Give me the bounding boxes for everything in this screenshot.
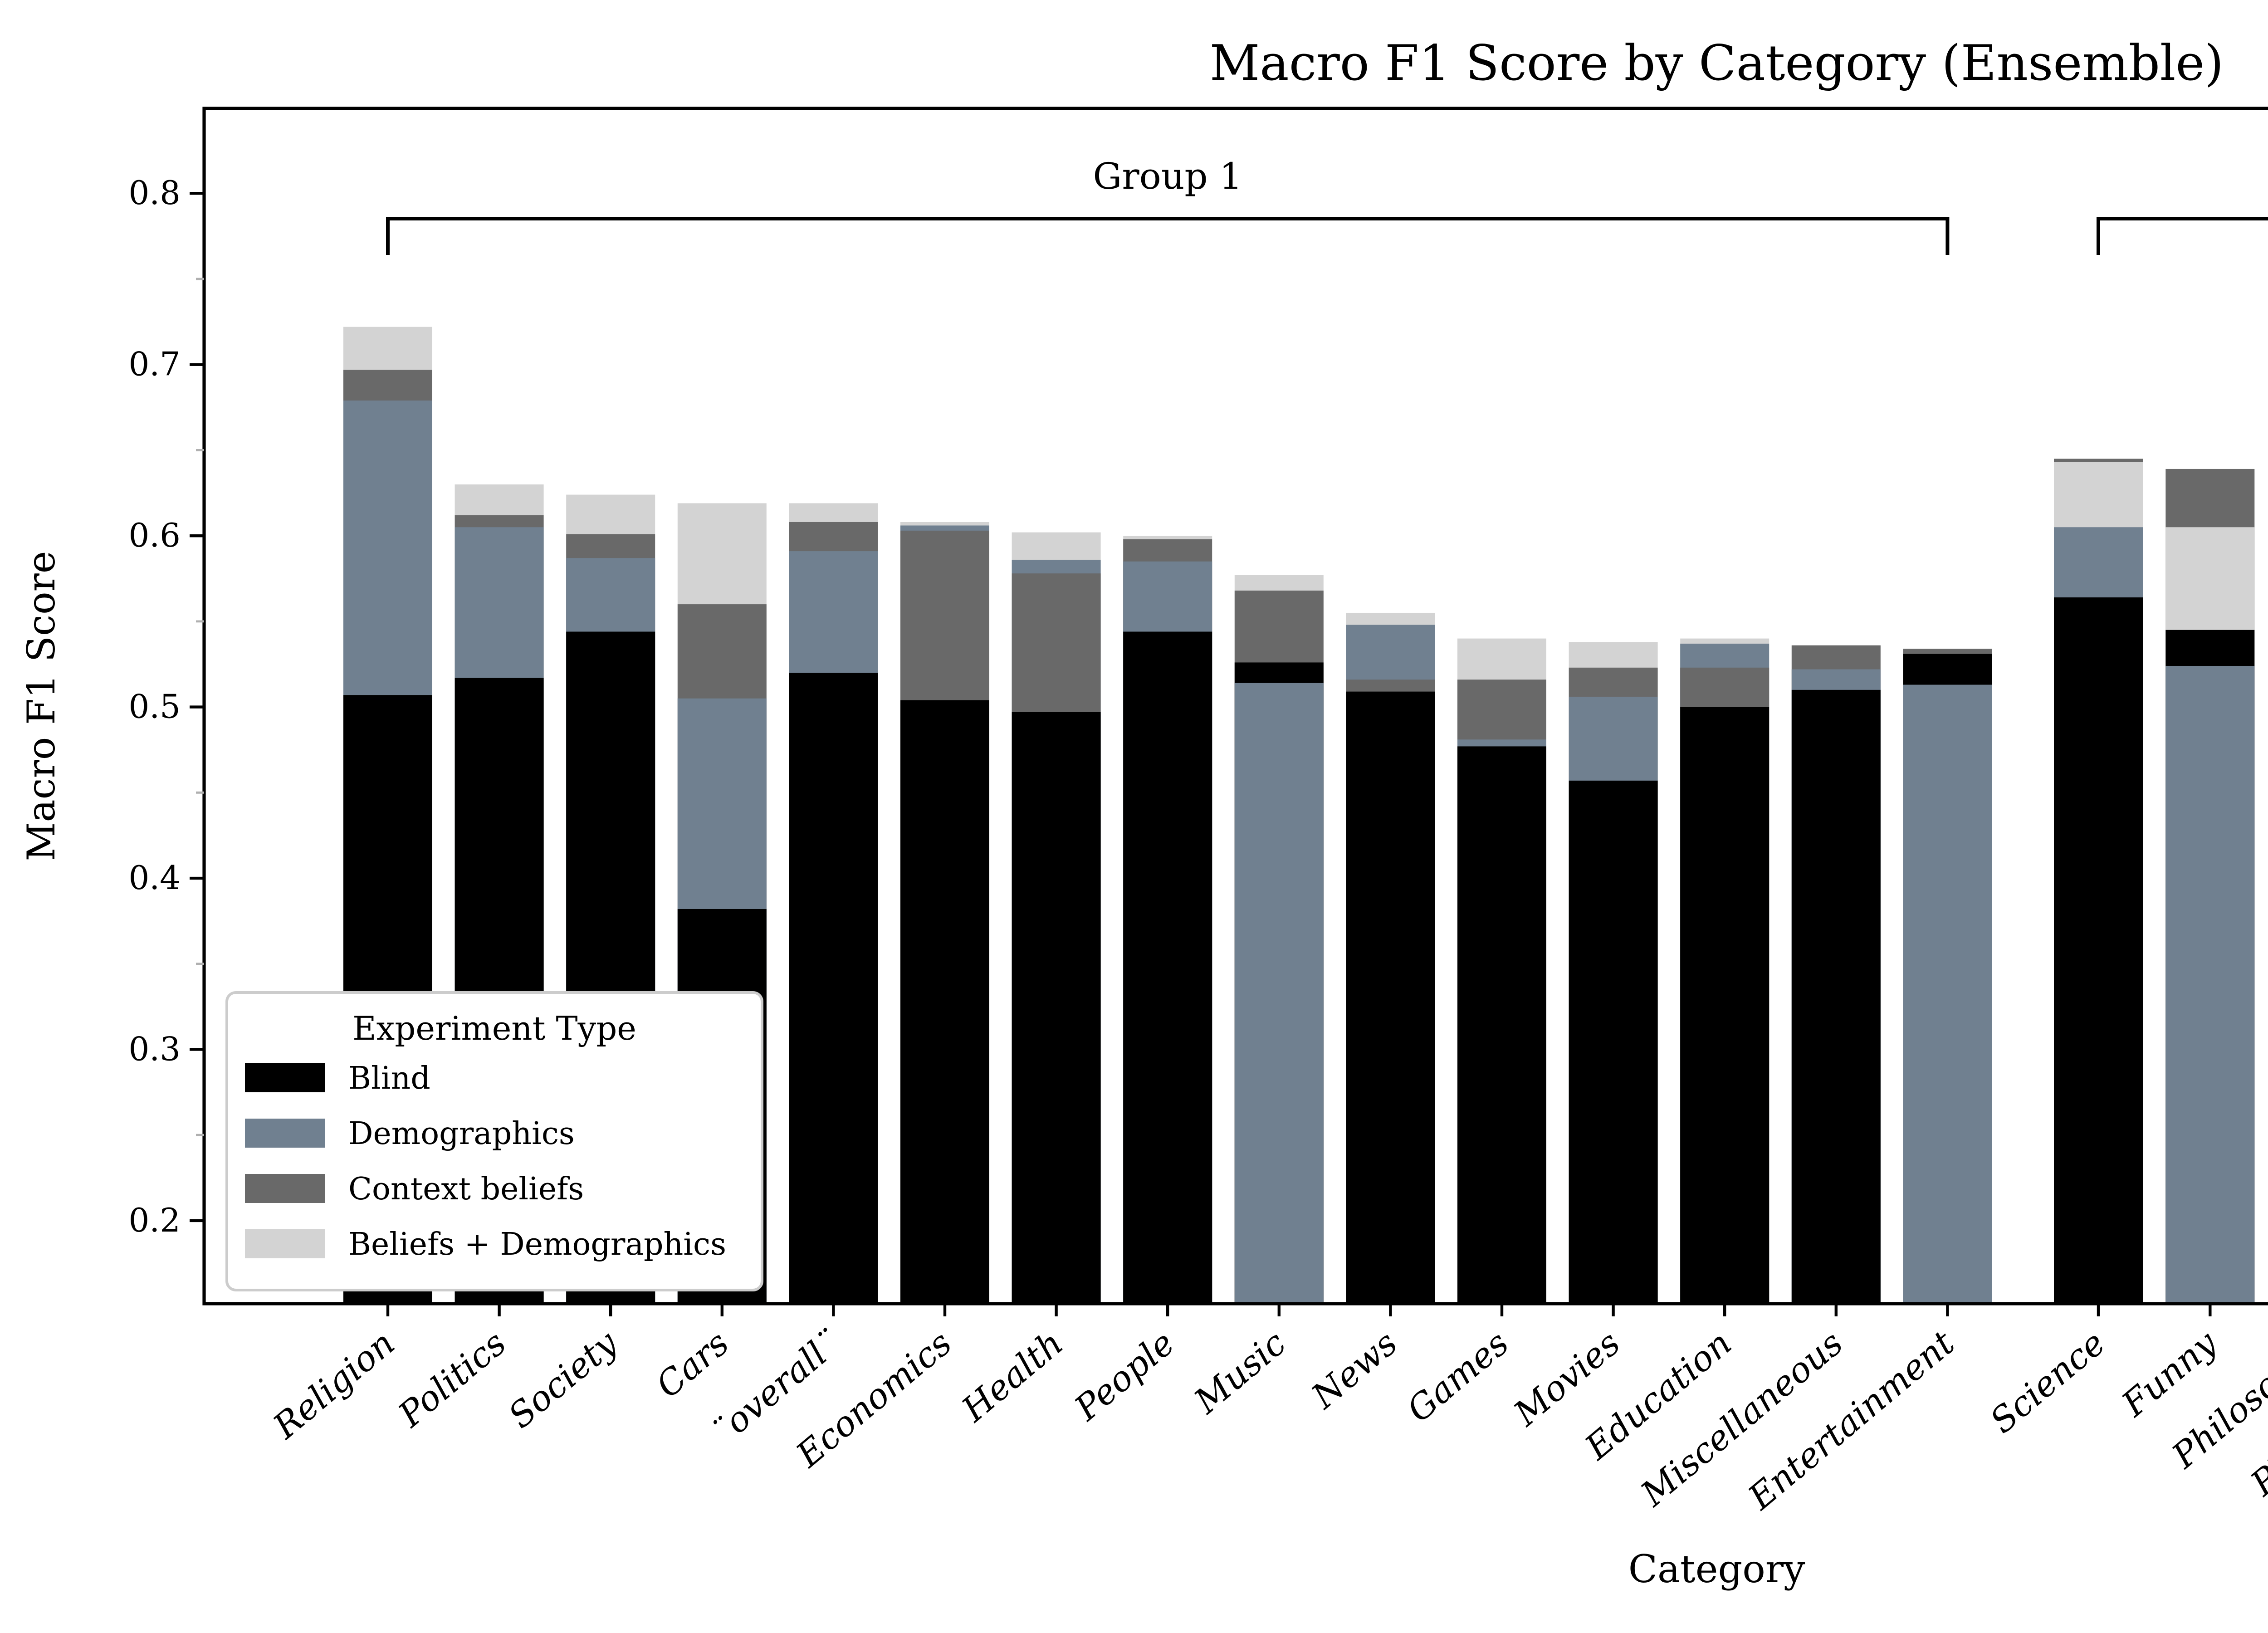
- bar-group-economics: [900, 522, 989, 1304]
- legend-item-label: Beliefs + Demographics: [348, 1227, 726, 1262]
- legend-item-label: Demographics: [348, 1116, 575, 1152]
- bar-segment-blind: [1791, 689, 1881, 1304]
- bar-segment-blind: [1680, 707, 1769, 1304]
- bar-segment-demographics: [1234, 683, 1324, 1304]
- legend-item-label: Context beliefs: [348, 1171, 584, 1207]
- x-tick-label: Cars: [648, 1323, 736, 1406]
- legend-box: [225, 991, 763, 1291]
- legend: Experiment Type Blind Demographics Context …: [225, 991, 763, 1291]
- bar-segment-blind: [789, 673, 878, 1304]
- group-bracket: [2097, 217, 2268, 255]
- x-axis-label: Category: [1628, 1547, 1805, 1591]
- bar-group-music: [1234, 575, 1324, 1304]
- legend-swatch-context_beliefs: [245, 1174, 325, 1203]
- x-tick-label: News: [1303, 1323, 1405, 1417]
- group-label: Group 1: [1093, 155, 1242, 197]
- bar-group-games: [1457, 638, 1546, 1304]
- y-tick-label: 0.8: [128, 174, 181, 212]
- bar-group-science: [2054, 459, 2143, 1304]
- legend-swatch-blind: [245, 1063, 325, 1092]
- bar-segment-blind: [2054, 597, 2143, 1304]
- x-tick-label: People: [1066, 1323, 1182, 1429]
- bar-group-education: [1680, 638, 1769, 1304]
- legend-title: Experiment Type: [352, 1009, 636, 1047]
- bar-group-funny: [2165, 469, 2255, 1304]
- bar-segment-blind: [900, 700, 989, 1304]
- bar-segment-blind: [1123, 631, 1212, 1304]
- y-axis-label: Macro F1 Score: [19, 551, 64, 861]
- bar-segment-blind: [1457, 746, 1546, 1304]
- bar-group-news: [1346, 612, 1435, 1304]
- legend-swatch-demographics: [245, 1119, 325, 1148]
- y-tick-label: 0.6: [128, 516, 181, 554]
- bar-group-people: [1123, 536, 1212, 1304]
- x-tick-label: Society: [501, 1322, 626, 1436]
- bar-group--overall-: [789, 503, 878, 1304]
- x-tick-label: Science: [1982, 1323, 2112, 1441]
- bar-group-religion: [343, 327, 432, 1304]
- bar-segment-blind: [1012, 712, 1101, 1304]
- x-tick-label: Games: [1399, 1323, 1516, 1430]
- x-tick-label: Music: [1186, 1323, 1293, 1422]
- bar-group-entertainment: [1903, 649, 1992, 1304]
- legend-item-label: Blind: [348, 1061, 430, 1096]
- bar-group-miscellaneous: [1791, 645, 1881, 1304]
- bar-group-movies: [1569, 642, 1658, 1304]
- y-tick-label: 0.4: [128, 859, 181, 897]
- y-tick-label: 0.7: [128, 345, 181, 383]
- annotations-layer: Macro F1 Score by Category (Ensemble) Cat…: [19, 35, 2268, 1591]
- bar-segment-blind: [1346, 691, 1435, 1304]
- y-tick-label: 0.5: [128, 688, 181, 726]
- group-bracket: [386, 217, 1950, 255]
- x-tick-label: Health: [953, 1323, 1070, 1430]
- x-tick-label: Religion: [265, 1323, 402, 1447]
- bar-segment-demographics: [1903, 684, 1992, 1304]
- chart-title: Macro F1 Score by Category (Ensemble): [1210, 35, 2224, 92]
- x-tick-label: Politics: [390, 1323, 513, 1436]
- legend-swatch-beliefs_demographics: [245, 1229, 325, 1258]
- y-tick-label: 0.3: [128, 1030, 181, 1068]
- y-tick-label: 0.2: [128, 1201, 181, 1239]
- bar-segment-demographics: [2165, 665, 2255, 1304]
- x-tick-label: Entertainment: [1740, 1322, 1962, 1518]
- bar-segment-blind: [1569, 780, 1658, 1304]
- bar-group-health: [1012, 532, 1101, 1304]
